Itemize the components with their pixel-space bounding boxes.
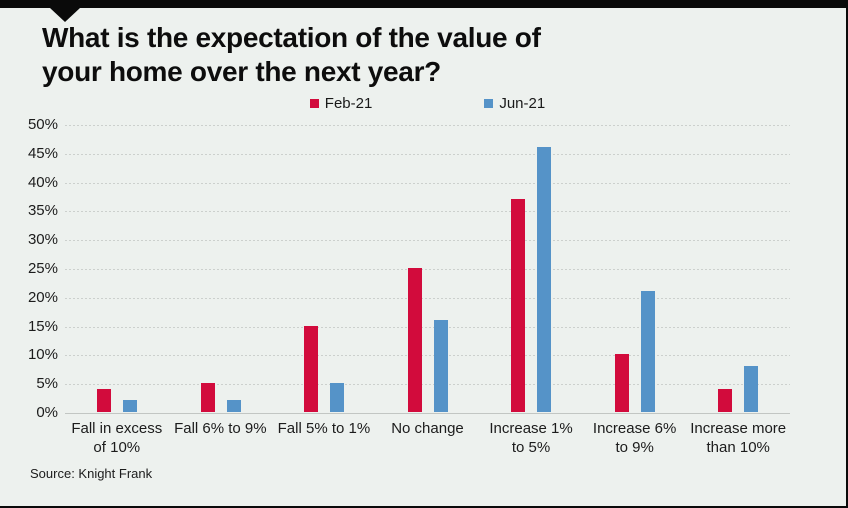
x-label-6: Increase 6% to 9%: [575, 419, 695, 457]
bar-jun-21: [226, 400, 241, 412]
x-label-7: Increase more than 10%: [678, 419, 798, 457]
bar-feb-21: [200, 383, 215, 412]
bar-jun-21: [433, 320, 448, 412]
y-tick-40: 40%: [27, 174, 58, 191]
bar-jun-21: [640, 291, 655, 412]
x-label-5: Increase 1% to 5%: [471, 419, 591, 457]
x-label-line: Fall in excess: [71, 420, 163, 437]
bar-jun-21: [123, 400, 137, 412]
bar-jun-21: [330, 383, 345, 412]
y-tick-30: 30%: [27, 231, 58, 248]
gridline-40: [65, 183, 790, 184]
bar-feb-21: [511, 199, 526, 412]
legend-swatch-icon: [309, 99, 319, 108]
bar-group-6: [583, 125, 687, 413]
y-tick-5: 5%: [36, 375, 58, 392]
gridline-45: [65, 154, 790, 155]
x-label-line: No change: [391, 420, 464, 437]
x-label-4: No change: [368, 419, 488, 438]
gridline-10: [65, 355, 790, 356]
x-label-line: to 5%: [511, 439, 551, 456]
gridline-25: [65, 269, 790, 270]
legend-swatch-icon: [484, 99, 494, 108]
gridline-50: [65, 125, 790, 126]
bar-feb-21: [97, 389, 111, 412]
top-border-bar: [0, 0, 848, 8]
chart-title: What is the expectation of the value of y…: [42, 21, 541, 89]
bar-feb-21: [304, 326, 319, 412]
x-label-line: Increase 1%: [489, 420, 573, 437]
y-tick-50: 50%: [27, 116, 58, 133]
gridline-35: [65, 211, 790, 212]
y-tick-35: 35%: [27, 202, 58, 219]
gridline-30: [65, 240, 790, 241]
bar-group-5: [479, 125, 583, 413]
legend-label: Feb-21: [324, 95, 373, 112]
x-label-line: of 10%: [93, 439, 141, 456]
bar-feb-21: [614, 354, 629, 412]
x-label-line: Increase more: [690, 420, 787, 437]
bar-feb-21: [407, 268, 422, 412]
x-label-line: than 10%: [706, 439, 770, 456]
x-label-line: Fall 6% to 9%: [174, 420, 267, 437]
y-tick-25: 25%: [27, 260, 58, 277]
x-axis-line: [65, 413, 790, 414]
bottom-border: [0, 506, 848, 508]
y-tick-15: 15%: [27, 318, 58, 335]
y-tick-45: 45%: [27, 145, 58, 162]
gridline-20: [65, 298, 790, 299]
chart-title-line-2: your home over the next year?: [42, 56, 441, 87]
x-label-line: Fall 5% to 1%: [277, 420, 371, 437]
bar-group-4: [376, 125, 480, 413]
y-tick-0: 0%: [36, 404, 58, 421]
bar-feb-21: [718, 389, 733, 412]
legend-item-jun-21: Jun-21: [484, 95, 545, 112]
right-border: [846, 0, 848, 508]
gridline-5: [65, 384, 790, 385]
bar-group-3: [272, 125, 376, 413]
x-label-line: Increase 6%: [592, 420, 677, 437]
x-label-line: to 9%: [615, 439, 654, 456]
bar-group-1: [65, 125, 169, 413]
bar-jun-21: [537, 147, 552, 412]
y-tick-20: 20%: [27, 289, 58, 306]
bar-group-7: [686, 125, 790, 413]
source-note: Source: Knight Frank: [30, 466, 153, 481]
down-triangle-icon: [50, 8, 80, 22]
bar-jun-21: [744, 366, 759, 412]
chart-legend: Feb-21 Jun-21: [65, 95, 790, 112]
bar-group-2: [169, 125, 273, 413]
x-label-2: Fall 6% to 9%: [161, 419, 281, 438]
legend-label: Jun-21: [499, 95, 546, 112]
chart-title-line-1: What is the expectation of the value of: [42, 22, 541, 53]
y-tick-10: 10%: [27, 346, 58, 363]
gridline-15: [65, 327, 790, 328]
x-label-3: Fall 5% to 1%: [264, 419, 384, 438]
x-label-1: Fall in excess of 10%: [57, 419, 177, 457]
legend-item-feb-21: Feb-21: [309, 95, 373, 112]
